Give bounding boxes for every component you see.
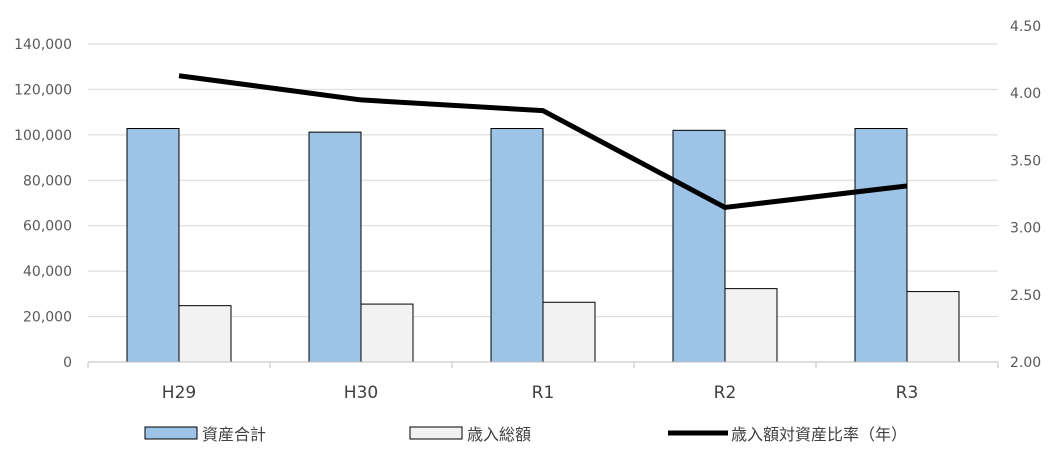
left-tick-label: 140,000 (14, 37, 72, 53)
legend-swatch (144, 426, 198, 440)
bar-revenue (360, 303, 414, 363)
left-tick-label: 60,000 (23, 219, 72, 235)
bar-assets (126, 127, 180, 363)
right-tick-label: 3.50 (1010, 153, 1041, 169)
bars (126, 127, 960, 363)
legend-item: 歳入総額 (409, 425, 531, 444)
legend-swatch (409, 426, 463, 440)
right-tick-label: 3.00 (1010, 221, 1041, 237)
category-label: R2 (714, 383, 737, 403)
legend-item: 資産合計 (144, 425, 266, 444)
right-tick-label: 2.50 (1010, 288, 1041, 304)
category-label: R1 (532, 383, 555, 403)
ratio-line (178, 73, 908, 210)
bar-revenue (542, 301, 596, 363)
legend-label: 歳入額対資産比率（年） (731, 425, 907, 444)
left-tick-label: 100,000 (14, 128, 72, 144)
bar-assets (854, 127, 908, 363)
right-tick-label: 4.00 (1010, 86, 1041, 102)
left-tick-label: 120,000 (14, 82, 72, 98)
bar-revenue (906, 291, 960, 363)
category-label: R3 (896, 383, 919, 403)
category-label: H29 (162, 383, 196, 403)
left-tick-label: 20,000 (23, 310, 72, 326)
x-axis (87, 361, 999, 368)
right-tick-label: 2.00 (1010, 355, 1041, 371)
bar-assets (490, 127, 544, 363)
category-labels: H29 H30 R1 R2 R3 (162, 383, 919, 403)
legend-item: 歳入額対資産比率（年） (668, 425, 907, 444)
left-tick-label: 40,000 (23, 264, 72, 280)
category-label: H30 (344, 383, 378, 403)
bar-assets (308, 131, 362, 363)
legend-label: 歳入総額 (467, 425, 531, 444)
left-tick-label: 0 (63, 355, 72, 371)
left-tick-label: 80,000 (23, 173, 72, 189)
legend-label: 資産合計 (202, 425, 266, 444)
right-axis-ticks: 2.00 2.50 3.00 3.50 4.00 4.50 (1010, 19, 1041, 371)
bar-assets (672, 129, 726, 363)
bar-revenue (178, 305, 232, 363)
bar-revenue (724, 288, 778, 363)
legend: 資産合計 歳入総額 歳入額対資産比率（年） (144, 425, 907, 444)
left-axis-ticks: 0 20,000 40,000 60,000 80,000 100,000 120,000 1… (14, 37, 72, 371)
right-tick-label: 4.50 (1010, 19, 1041, 35)
ratio-line-path (178, 73, 908, 210)
